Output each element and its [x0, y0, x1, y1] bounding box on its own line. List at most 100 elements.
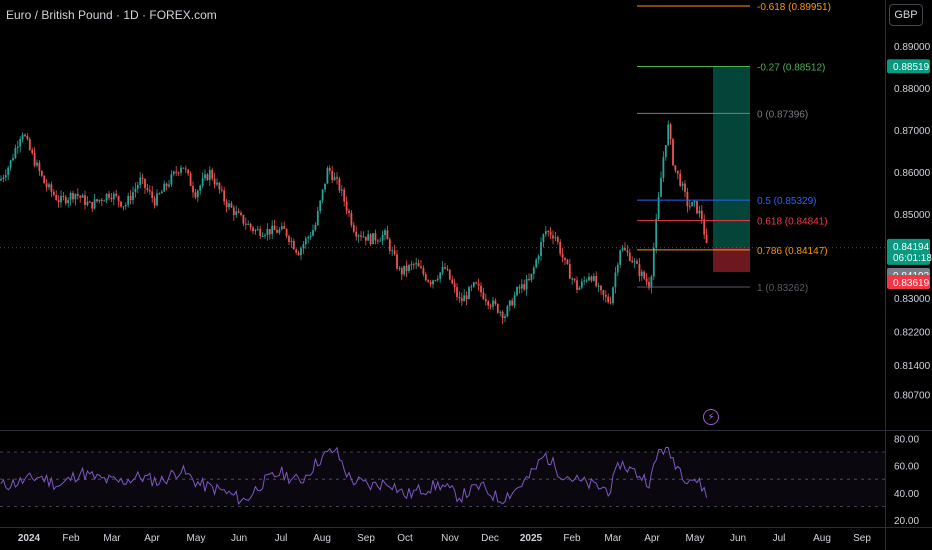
candle-body	[124, 204, 127, 207]
candle-body	[681, 183, 684, 186]
candle-body	[175, 171, 178, 173]
candle-body	[424, 274, 427, 281]
lightning-icon[interactable]: ⚡	[703, 409, 719, 425]
candle-body	[192, 185, 194, 193]
candle-body	[585, 280, 588, 282]
candle-body	[403, 265, 406, 275]
candle-body	[364, 236, 367, 241]
candle-body	[506, 306, 509, 317]
candle-body	[336, 177, 338, 179]
candle-body	[667, 124, 670, 146]
candle-body	[132, 192, 134, 201]
position-stop-zone[interactable]	[713, 247, 750, 273]
candle-body	[350, 213, 353, 226]
candle-body	[343, 189, 346, 202]
price-axis-label: 0.81400	[894, 361, 931, 372]
time-axis-label: Jul	[275, 533, 288, 544]
price-tag-last-price	[887, 238, 930, 265]
candle-body	[552, 235, 554, 239]
candle-body	[261, 236, 264, 238]
candle-body	[38, 162, 41, 171]
candle-body	[141, 177, 144, 179]
candle-body	[60, 195, 62, 203]
candle-body	[612, 287, 614, 304]
candle-body	[571, 278, 574, 280]
candle-body	[415, 263, 418, 265]
price-axis-label: 0.80700	[894, 391, 931, 402]
candle-body	[105, 193, 108, 201]
candle-body	[657, 196, 660, 219]
candle-body	[480, 285, 482, 293]
candle-body	[67, 199, 70, 204]
candle-body	[319, 200, 322, 211]
candle-body	[98, 199, 101, 202]
candle-body	[451, 279, 454, 284]
candle-body	[21, 134, 24, 140]
candle-body	[616, 264, 619, 273]
candle-body	[388, 239, 391, 251]
candle-body	[376, 240, 379, 242]
candle-body	[302, 244, 305, 249]
candle-body	[592, 275, 595, 281]
rsi-pane[interactable]	[0, 446, 885, 507]
candle-body	[619, 250, 622, 265]
candle-body	[513, 295, 516, 306]
candle-body	[127, 195, 130, 205]
candle-body	[69, 192, 72, 200]
candle-body	[285, 228, 288, 237]
candle-body	[184, 168, 187, 170]
candle-body	[196, 190, 199, 198]
price-pane[interactable]: -0.618 (0.89951) -0.27 (0.88512) 0 (0.8739…	[0, 2, 885, 324]
candle-body	[201, 178, 204, 186]
candle-body	[103, 200, 106, 202]
candle-body	[199, 185, 202, 191]
rsi-axis-label: 60.00	[894, 462, 919, 473]
price-axis-label: 0.86000	[894, 168, 931, 179]
candle-body	[220, 189, 223, 191]
candle-body	[496, 303, 499, 313]
candle-body	[249, 223, 252, 228]
candle-body	[420, 266, 422, 269]
candle-body	[26, 136, 29, 140]
position-profit-zone[interactable]	[713, 66, 750, 248]
candle-body	[468, 287, 470, 300]
candle-body	[4, 175, 7, 178]
candle-body	[76, 193, 79, 196]
candle-body	[422, 268, 425, 275]
candle-body	[516, 287, 518, 296]
candle-body	[684, 183, 686, 192]
candle-body	[429, 281, 432, 285]
candle-body	[57, 199, 60, 203]
candle-body	[379, 240, 382, 242]
price-tag-value: 0.88519	[893, 62, 930, 73]
candle-body	[172, 171, 175, 175]
candle-body	[700, 210, 703, 220]
candle-body	[573, 278, 576, 281]
candle-body	[614, 272, 617, 288]
candle-body	[79, 195, 82, 198]
candle-body	[112, 193, 115, 200]
candle-body	[345, 201, 348, 211]
candle-body	[578, 287, 581, 290]
candle-body	[55, 194, 58, 200]
candle-body	[564, 257, 566, 260]
candle-body	[484, 299, 487, 302]
candle-body	[62, 195, 65, 197]
candle-body	[40, 170, 43, 176]
candle-body	[441, 267, 444, 273]
candle-body	[33, 153, 36, 166]
candle-body	[470, 286, 473, 288]
candle-body	[417, 263, 420, 267]
candle-body	[165, 183, 168, 187]
candle-body	[0, 178, 2, 181]
candle-body	[19, 139, 22, 147]
price-axis-label: 0.83000	[894, 294, 931, 305]
candle-body	[153, 198, 156, 206]
candle-body	[266, 229, 269, 236]
candle-body	[96, 199, 98, 202]
candle-body	[297, 252, 300, 255]
currency-button[interactable]: GBP	[889, 4, 923, 26]
time-axis-label: Apr	[644, 533, 660, 544]
time-axis-label: Nov	[441, 533, 459, 544]
